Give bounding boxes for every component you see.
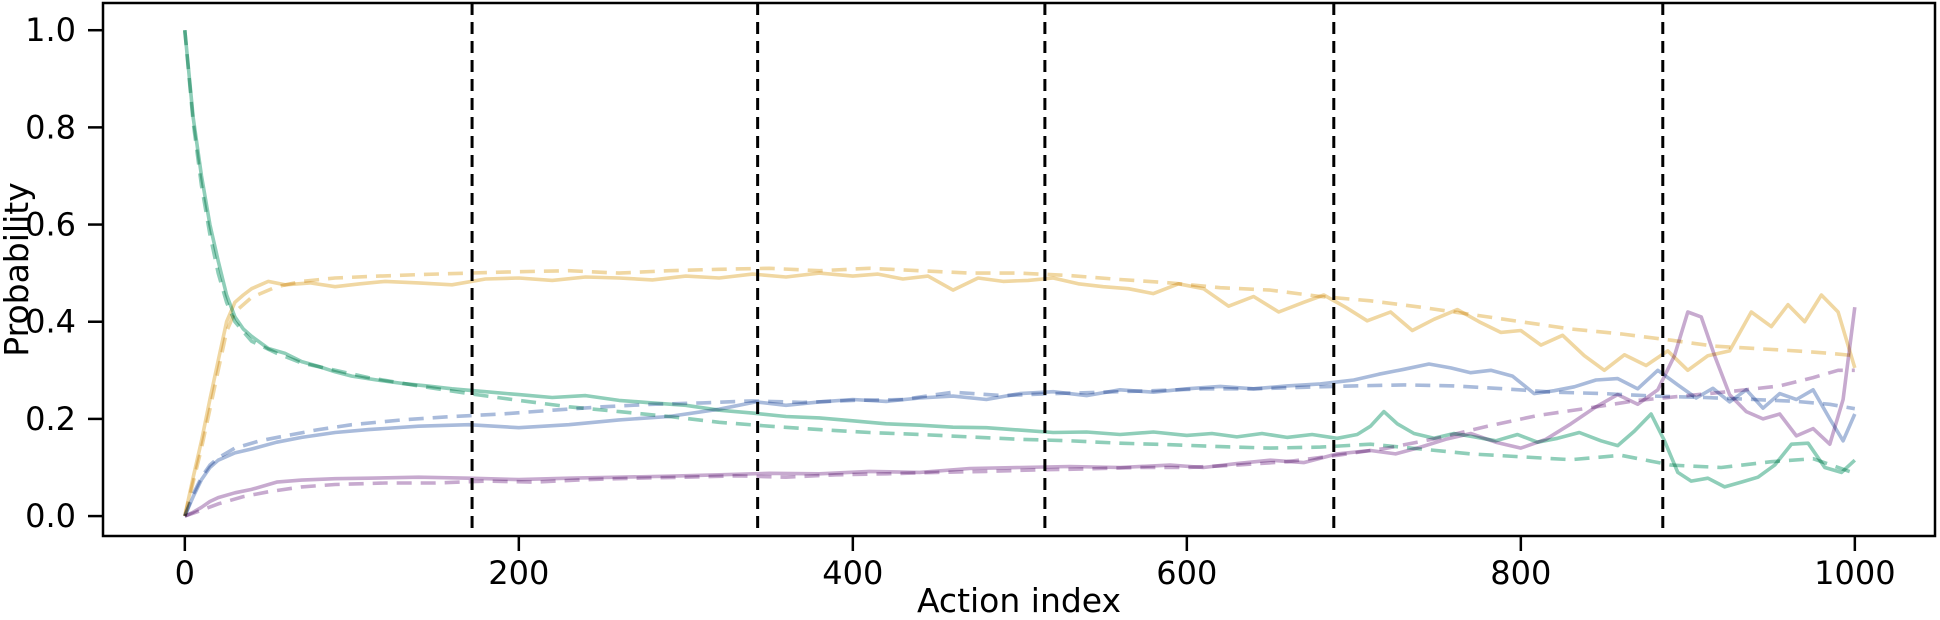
- series-purple-dashed-line: [184, 368, 1855, 518]
- x-tick-label: 200: [488, 554, 549, 592]
- y-tick-label: 1.0: [25, 11, 76, 49]
- x-tick-label: 400: [822, 554, 883, 592]
- series-yellow-dashed-line: [183, 266, 1855, 517]
- y-tick-label: 0.4: [25, 303, 76, 341]
- series-group: [183, 30, 1857, 518]
- x-tick-label: 1000: [1814, 554, 1895, 592]
- vlines-group: [470, 3, 1665, 536]
- y-tick-label: 0.6: [25, 206, 76, 244]
- x-tick-label: 600: [1156, 554, 1217, 592]
- series-purple-solid-line: [184, 306, 1857, 518]
- x-axis-label: Action index: [917, 581, 1121, 620]
- y-axis-label: Probability: [0, 182, 36, 356]
- y-tick-label: 0.8: [25, 108, 76, 146]
- y-tick-label: 0.2: [25, 400, 76, 438]
- series-green-dashed-line: [183, 30, 1856, 475]
- axes-spines: [101, 1, 1937, 538]
- x-tick-label: 0: [175, 554, 195, 592]
- series-yellow-solid-line: [183, 271, 1857, 517]
- series-blue-dashed-line: [183, 383, 1856, 517]
- series-green-solid-line: [183, 30, 1857, 489]
- y-tick-label: 0.0: [25, 497, 76, 535]
- x-tick-label: 800: [1490, 554, 1551, 592]
